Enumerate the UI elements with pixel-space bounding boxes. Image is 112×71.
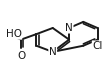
Text: O: O	[17, 50, 25, 60]
Text: N: N	[65, 23, 73, 33]
Text: HO: HO	[6, 29, 22, 39]
Text: Cl: Cl	[92, 41, 103, 51]
Text: N: N	[49, 47, 57, 57]
